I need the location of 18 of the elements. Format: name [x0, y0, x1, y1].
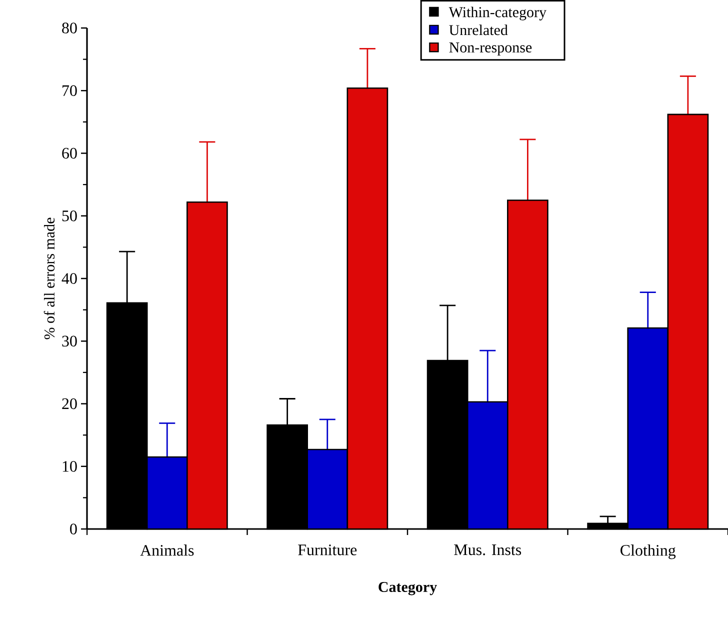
- y-tick-label: 20: [62, 398, 77, 410]
- x-tick-label: Animals: [140, 544, 194, 556]
- legend-label: Non-response: [449, 42, 532, 56]
- y-tick-label: 30: [62, 336, 77, 347]
- x-tick-label: Mus. Insts: [454, 544, 522, 556]
- y-tick-label: 0: [70, 524, 77, 534]
- y-tick-label: 50: [62, 210, 77, 222]
- y-axis-title: % of all errors made: [44, 218, 55, 340]
- x-axis-title: Category: [378, 582, 437, 596]
- legend-label: Within-category: [448, 6, 546, 20]
- y-tick-label: 10: [62, 460, 77, 472]
- y-tick-label: 40: [62, 273, 77, 284]
- y-tick-label: 80: [62, 22, 77, 34]
- x-tick-label: Clothing: [620, 544, 676, 560]
- x-tick-label: Furniture: [298, 544, 357, 556]
- y-tick-label: 60: [62, 148, 77, 159]
- y-tick-label: 70: [62, 85, 77, 96]
- legend-label: Unrelated: [449, 24, 508, 36]
